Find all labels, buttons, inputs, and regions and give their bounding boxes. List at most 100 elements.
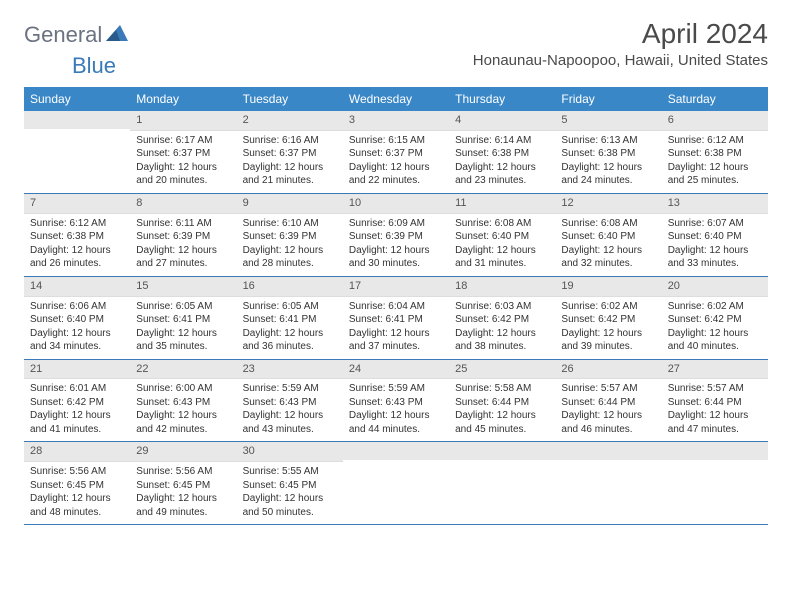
day-line: Sunrise: 6:02 AM [668,300,762,314]
day-number: 5 [555,111,661,131]
day-number: 14 [24,277,130,297]
day-content: Sunrise: 6:06 AMSunset: 6:40 PMDaylight:… [24,297,130,359]
day-line: Sunrise: 6:01 AM [30,382,124,396]
day-line: Sunrise: 6:14 AM [455,134,549,148]
day-line: Daylight: 12 hours [349,244,443,258]
day-line: Sunrise: 6:15 AM [349,134,443,148]
day-content: Sunrise: 6:10 AMSunset: 6:39 PMDaylight:… [237,214,343,276]
day-line: Sunset: 6:45 PM [30,479,124,493]
day-line: Daylight: 12 hours [136,327,230,341]
day-line: Sunrise: 5:56 AM [136,465,230,479]
day-cell: 13Sunrise: 6:07 AMSunset: 6:40 PMDayligh… [662,194,768,276]
day-line: Sunset: 6:41 PM [349,313,443,327]
day-line: Sunrise: 5:59 AM [349,382,443,396]
day-cell: 15Sunrise: 6:05 AMSunset: 6:41 PMDayligh… [130,277,236,359]
day-content: Sunrise: 5:57 AMSunset: 6:44 PMDaylight:… [662,379,768,441]
day-line: Sunrise: 5:55 AM [243,465,337,479]
day-number: 2 [237,111,343,131]
day-content: Sunrise: 6:04 AMSunset: 6:41 PMDaylight:… [343,297,449,359]
day-line: Sunset: 6:41 PM [243,313,337,327]
week-row: 1Sunrise: 6:17 AMSunset: 6:37 PMDaylight… [24,111,768,194]
day-header: Wednesday [343,87,449,111]
day-cell: 20Sunrise: 6:02 AMSunset: 6:42 PMDayligh… [662,277,768,359]
day-cell: 22Sunrise: 6:00 AMSunset: 6:43 PMDayligh… [130,360,236,442]
day-line: Sunset: 6:38 PM [668,147,762,161]
day-line: Daylight: 12 hours [243,492,337,506]
day-cell: 11Sunrise: 6:08 AMSunset: 6:40 PMDayligh… [449,194,555,276]
day-cell [343,442,449,524]
day-line: and 41 minutes. [30,423,124,437]
day-number: 23 [237,360,343,380]
day-line: and 25 minutes. [668,174,762,188]
day-line: Daylight: 12 hours [561,409,655,423]
day-line: and 43 minutes. [243,423,337,437]
day-line: Sunset: 6:37 PM [349,147,443,161]
day-line: Daylight: 12 hours [455,161,549,175]
day-cell: 27Sunrise: 5:57 AMSunset: 6:44 PMDayligh… [662,360,768,442]
day-line: Daylight: 12 hours [136,161,230,175]
day-content [449,460,555,468]
day-line: Sunrise: 5:58 AM [455,382,549,396]
day-header: Tuesday [237,87,343,111]
logo-text-general: General [24,22,102,48]
day-number: 12 [555,194,661,214]
day-line: and 34 minutes. [30,340,124,354]
day-cell: 12Sunrise: 6:08 AMSunset: 6:40 PMDayligh… [555,194,661,276]
week-row: 7Sunrise: 6:12 AMSunset: 6:38 PMDaylight… [24,194,768,277]
week-row: 21Sunrise: 6:01 AMSunset: 6:42 PMDayligh… [24,360,768,443]
day-content: Sunrise: 6:12 AMSunset: 6:38 PMDaylight:… [24,214,130,276]
day-content: Sunrise: 5:56 AMSunset: 6:45 PMDaylight:… [24,462,130,524]
day-header: Monday [130,87,236,111]
day-cell: 5Sunrise: 6:13 AMSunset: 6:38 PMDaylight… [555,111,661,193]
day-content: Sunrise: 6:14 AMSunset: 6:38 PMDaylight:… [449,131,555,193]
day-line: Sunrise: 6:11 AM [136,217,230,231]
day-line: Sunset: 6:43 PM [136,396,230,410]
day-line: Daylight: 12 hours [243,327,337,341]
day-number: 13 [662,194,768,214]
day-header: Friday [555,87,661,111]
day-line: and 38 minutes. [455,340,549,354]
day-number: 29 [130,442,236,462]
day-line: Sunset: 6:40 PM [455,230,549,244]
day-line: and 20 minutes. [136,174,230,188]
day-cell: 16 Sunrise: 6:05 AMSunset: 6:41 PMDayligh… [237,277,343,359]
day-headers-row: SundayMondayTuesdayWednesdayThursdayFrid… [24,87,768,111]
day-line: Daylight: 12 hours [243,161,337,175]
day-line: Sunrise: 6:07 AM [668,217,762,231]
day-line: Sunrise: 6:05 AM [243,300,337,314]
day-line: and 47 minutes. [668,423,762,437]
day-cell: 25Sunrise: 5:58 AMSunset: 6:44 PMDayligh… [449,360,555,442]
day-line: Daylight: 12 hours [349,161,443,175]
weeks-container: 1Sunrise: 6:17 AMSunset: 6:37 PMDaylight… [24,111,768,525]
day-line: and 48 minutes. [30,506,124,520]
day-number: 8 [130,194,236,214]
day-number: 17 [343,277,449,297]
day-content: Sunrise: 6:09 AMSunset: 6:39 PMDaylight:… [343,214,449,276]
day-number: 11 [449,194,555,214]
day-line: Sunrise: 6:06 AM [30,300,124,314]
day-line: and 33 minutes. [668,257,762,271]
day-number: 28 [24,442,130,462]
day-line: Sunrise: 5:57 AM [561,382,655,396]
day-content: Sunrise: 5:55 AMSunset: 6:45 PMDaylight:… [237,462,343,524]
day-line: Sunset: 6:45 PM [136,479,230,493]
calendar-page: General April 2024 Honaunau-Napoopoo, Ha… [0,0,792,543]
day-cell: 18Sunrise: 6:03 AMSunset: 6:42 PMDayligh… [449,277,555,359]
day-line: Sunset: 6:40 PM [561,230,655,244]
day-line: Daylight: 12 hours [30,409,124,423]
day-number: 9 [237,194,343,214]
day-cell: 9Sunrise: 6:10 AMSunset: 6:39 PMDaylight… [237,194,343,276]
day-number [343,442,449,460]
day-cell: 23Sunrise: 5:59 AMSunset: 6:43 PMDayligh… [237,360,343,442]
day-line: Daylight: 12 hours [561,244,655,258]
day-line: Daylight: 12 hours [349,327,443,341]
day-number: 16 [237,277,343,297]
day-content: Sunrise: 6:12 AMSunset: 6:38 PMDaylight:… [662,131,768,193]
day-line: and 37 minutes. [349,340,443,354]
day-number: 24 [343,360,449,380]
day-line: Sunset: 6:42 PM [561,313,655,327]
day-number [449,442,555,460]
day-cell: 4Sunrise: 6:14 AMSunset: 6:38 PMDaylight… [449,111,555,193]
day-content: Sunrise: 6:17 AMSunset: 6:37 PMDaylight:… [130,131,236,193]
day-line: Sunset: 6:43 PM [349,396,443,410]
